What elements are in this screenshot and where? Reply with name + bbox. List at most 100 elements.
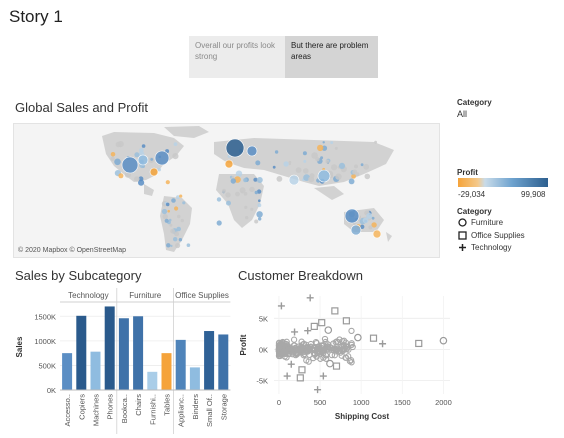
map-dot xyxy=(288,162,292,166)
scatter-point[interactable] xyxy=(291,328,299,336)
map-dot xyxy=(364,173,371,180)
shape-legend-label: Category xyxy=(457,207,492,216)
map-dot xyxy=(253,177,258,182)
shape-legend-furniture[interactable]: Furniture xyxy=(458,218,503,227)
map-dot xyxy=(274,150,279,154)
shape-legend-label-furniture: Furniture xyxy=(471,218,504,227)
shape-legend-label-technology: Technology xyxy=(471,243,512,252)
scatter-point[interactable] xyxy=(342,317,350,325)
map-bubble xyxy=(224,159,234,169)
scatter-point[interactable] xyxy=(332,362,341,370)
map-dot xyxy=(303,159,307,163)
bar-x-tick-label: Phones xyxy=(106,394,115,420)
map-bubble xyxy=(246,145,258,157)
scatter-point[interactable] xyxy=(277,302,285,310)
scatter-point[interactable] xyxy=(314,386,322,394)
bar-group-header: Furniture xyxy=(129,291,162,300)
bar-chart-title: Sales by Subcategory xyxy=(15,268,142,283)
map-dot xyxy=(325,159,330,164)
map-dot xyxy=(161,208,168,215)
map-dot xyxy=(317,144,324,152)
scatter-point[interactable] xyxy=(296,374,304,382)
map-dot xyxy=(256,189,262,194)
map-dot xyxy=(283,161,289,167)
shape-legend-office-supplies[interactable]: Office Supplies xyxy=(458,231,525,240)
scatter-point[interactable] xyxy=(318,319,326,327)
scatter-point[interactable] xyxy=(298,366,306,374)
map-dot xyxy=(258,217,262,221)
scatter-point[interactable] xyxy=(287,360,295,368)
map-dot xyxy=(225,192,231,198)
map-dot xyxy=(235,170,243,177)
shape-legend-label-office-supplies: Office Supplies xyxy=(471,231,525,240)
map-dot xyxy=(272,165,276,169)
bar[interactable] xyxy=(175,339,186,390)
map-dot xyxy=(173,142,178,146)
map-dot xyxy=(174,231,180,237)
map-title: Global Sales and Profit xyxy=(15,100,148,115)
scatter-chart[interactable]: -5K 0K 5K 0 500 1000 1500 2000 Shipping Cost Prof… xyxy=(236,286,458,426)
bar[interactable] xyxy=(118,318,129,390)
bar[interactable] xyxy=(161,353,172,390)
scatter-chart-title: Customer Breakdown xyxy=(238,268,363,283)
scatter-point[interactable] xyxy=(306,294,314,302)
bar[interactable] xyxy=(133,316,144,390)
map-dot xyxy=(348,178,355,185)
category-filter-value[interactable]: All xyxy=(457,109,468,119)
profit-legend-label: Profit xyxy=(457,168,478,177)
bar-x-tick-label: Chairs xyxy=(134,394,143,416)
map-dot xyxy=(257,203,262,208)
bar[interactable] xyxy=(189,367,200,390)
bar[interactable] xyxy=(76,315,87,390)
bar-group-header: Technology xyxy=(68,291,108,300)
scatter-point[interactable] xyxy=(369,334,378,342)
bar[interactable] xyxy=(147,371,158,390)
map-dot xyxy=(308,176,315,183)
map-dot xyxy=(170,228,176,234)
map-dot xyxy=(179,194,183,198)
scatter-point[interactable] xyxy=(439,336,448,345)
scatter-y-tick-label: 5K xyxy=(259,314,268,323)
shape-legend-technology[interactable]: Technology xyxy=(458,243,511,252)
map-dot xyxy=(138,179,145,186)
bar-x-tick-label: Machines xyxy=(92,394,101,426)
map-dot xyxy=(110,156,115,161)
map-dot xyxy=(249,186,255,193)
plus-icon xyxy=(459,244,466,251)
world-map[interactable]: © 2020 Mapbox © OpenStreetMap xyxy=(13,123,440,258)
bar-x-tick-label: Applianc.. xyxy=(177,394,186,427)
map-dot xyxy=(134,176,140,182)
bar[interactable] xyxy=(104,306,115,390)
bar-y-tick-label: 1000K xyxy=(34,337,56,346)
bar[interactable] xyxy=(218,334,229,390)
bar-x-tick-label: Tables xyxy=(163,394,172,416)
map-bubble xyxy=(137,154,149,166)
map-credit: © 2020 Mapbox © OpenStreetMap xyxy=(18,247,126,254)
bar-x-tick-label: Storage xyxy=(219,394,228,420)
scatter-point[interactable] xyxy=(310,322,318,330)
scatter-point[interactable] xyxy=(324,326,333,334)
scatter-point[interactable] xyxy=(326,359,334,368)
scatter-point[interactable] xyxy=(415,339,423,348)
map-dot xyxy=(254,190,258,195)
scatter-point[interactable] xyxy=(304,327,312,335)
bar[interactable] xyxy=(204,331,215,390)
scatter-point[interactable] xyxy=(319,372,327,380)
bar[interactable] xyxy=(62,353,73,390)
map-dot xyxy=(231,176,235,179)
scatter-point[interactable] xyxy=(331,307,339,315)
map-dot xyxy=(141,144,146,148)
story-point-2[interactable]: But there are problem areas xyxy=(285,36,378,78)
scatter-y-tick-label: -5K xyxy=(256,376,268,385)
story-point-1[interactable]: Overall our profits look strong xyxy=(189,36,285,78)
bar-chart[interactable]: Sales 0K 500K 1000K 1500K Technology Accesso..… xyxy=(10,286,232,436)
scatter-point[interactable] xyxy=(354,333,362,342)
map-dot xyxy=(243,191,248,196)
scatter-point[interactable] xyxy=(379,340,387,348)
bar[interactable] xyxy=(90,351,101,390)
map-dot xyxy=(115,141,122,148)
scatter-point[interactable] xyxy=(283,372,291,380)
bar-x-tick-label: Copiers xyxy=(77,394,86,420)
scatter-x-tick-label: 500 xyxy=(314,398,327,407)
map-dot xyxy=(167,209,170,213)
